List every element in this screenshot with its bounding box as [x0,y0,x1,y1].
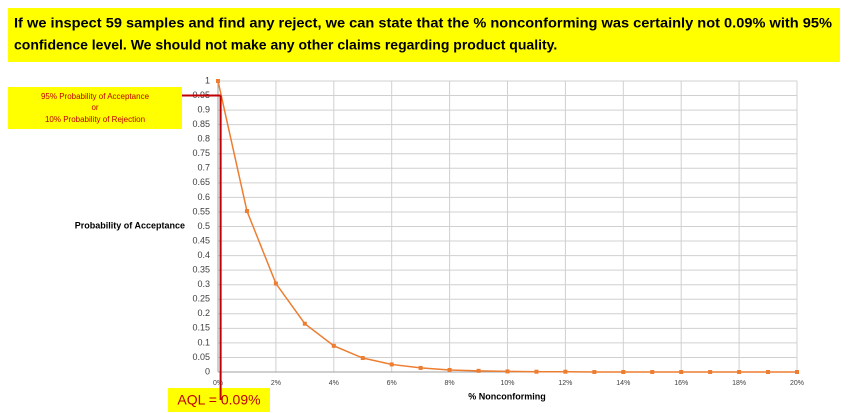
data-point [418,365,423,370]
y-tick-label: 1 [205,75,210,85]
y-axis-label: Probability of Acceptance [75,220,185,230]
annotation: 10% Probability of Rejection [45,115,145,124]
x-tick-label: 4% [329,380,339,387]
y-tick-label: 0.6 [197,192,210,202]
data-point [766,370,771,374]
data-point [592,370,597,374]
x-tick-label: 20% [790,380,804,387]
x-tick-label: 16% [674,380,688,387]
x-axis-label: % Nonconforming [468,391,546,401]
data-point [534,369,539,374]
data-point [650,370,655,374]
y-tick-label: 0.15 [192,323,210,333]
data-point [476,368,481,373]
data-point [302,321,307,326]
y-tick-label: 0.9 [197,104,210,114]
data-point [244,209,249,214]
annotation: or [91,103,98,112]
y-tick-label: 0 [205,366,210,376]
x-tick-label: 6% [387,380,397,387]
y-tick-label: 0.75 [192,148,210,158]
data-point [331,343,336,348]
x-tick-label: 2% [271,380,281,387]
y-tick-label: 0.45 [192,235,210,245]
banner-box [8,8,840,62]
y-tick-label: 0.2 [197,308,210,318]
y-tick-label: 0.55 [192,206,210,216]
data-point [389,362,394,367]
x-tick-label: 18% [732,380,746,387]
y-tick-label: 0.1 [197,337,210,347]
x-tick-label: 8% [445,380,455,387]
data-point [679,370,684,374]
banner-line: confidence level. We should not make any… [14,37,557,53]
data-point [621,370,626,374]
y-tick-label: 0.85 [192,119,210,129]
data-point [360,356,365,361]
x-tick-label: 0% [213,380,223,387]
y-tick-label: 0.4 [197,250,210,260]
x-tick-label: 10% [500,380,514,387]
y-tick-label: 0.35 [192,265,210,275]
data-point [216,79,220,83]
banner-line: If we inspect 59 samples and find any re… [14,15,833,31]
data-point [563,369,568,374]
annotation: 95% Probability of Acceptance [41,92,150,101]
y-tick-label: 0.3 [197,279,210,289]
y-tick-label: 0.25 [192,294,210,304]
data-point [708,370,713,374]
y-tick-label: 0.8 [197,134,210,144]
aql-label: AQL = 0.09% [177,392,260,408]
data-point [737,370,742,374]
data-point [447,367,452,372]
y-tick-label: 0.05 [192,352,210,362]
y-tick-label: 0.5 [197,221,210,231]
data-point [505,369,510,374]
y-tick-label: 0.7 [197,163,210,173]
data-point [795,370,799,374]
x-tick-label: 14% [616,380,630,387]
x-tick-label: 12% [558,380,572,387]
aql-box [168,388,270,412]
y-tick-label: 0.65 [192,177,210,187]
data-point [273,281,278,286]
annotation-box [8,87,182,129]
